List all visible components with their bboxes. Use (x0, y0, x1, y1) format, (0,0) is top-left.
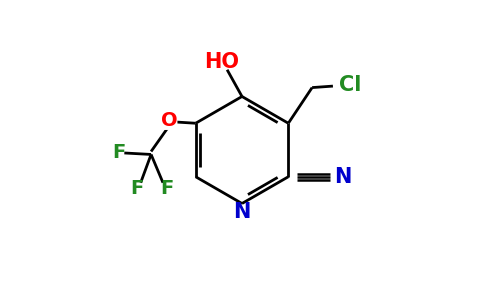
Text: N: N (334, 167, 352, 187)
Text: N: N (233, 202, 251, 222)
Text: F: F (160, 178, 173, 197)
Text: HO: HO (204, 52, 239, 72)
Text: Cl: Cl (339, 75, 361, 94)
Text: F: F (131, 178, 144, 197)
Text: O: O (161, 111, 177, 130)
Text: F: F (112, 143, 126, 163)
